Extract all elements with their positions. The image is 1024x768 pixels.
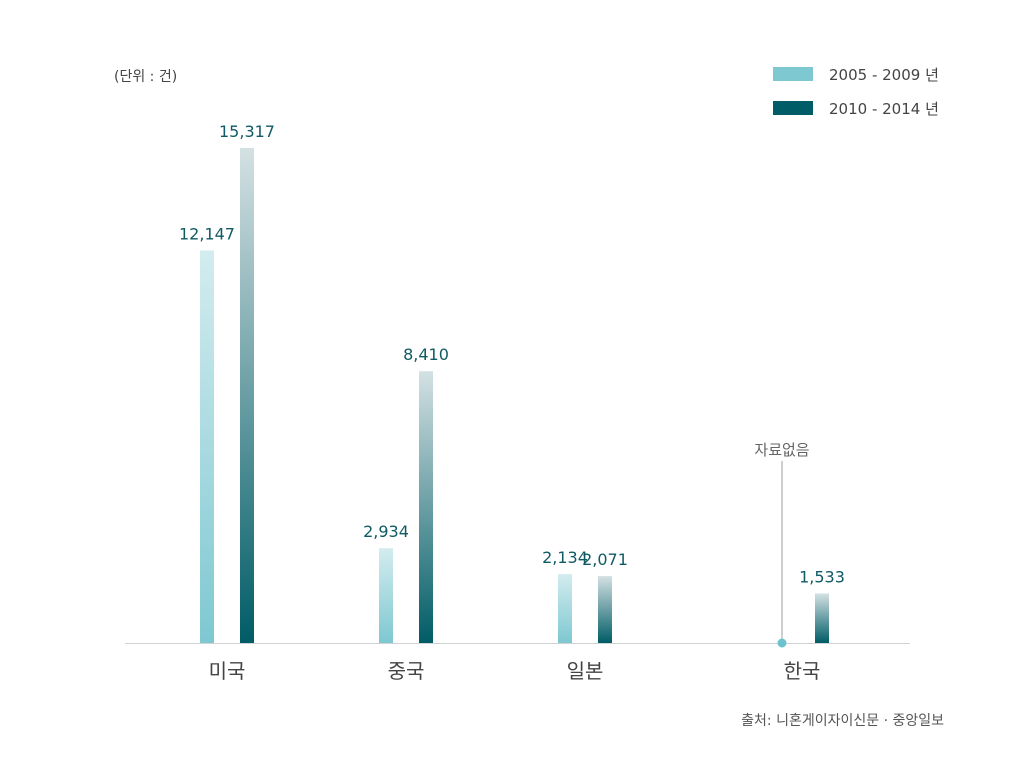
bar-series-2: [240, 148, 254, 643]
no-data-marker: [777, 638, 787, 648]
legend-swatch-series-1: [773, 67, 813, 81]
bar-series-1: [558, 574, 572, 643]
category-label: 미국: [209, 659, 246, 683]
category-label: 중국: [388, 659, 425, 683]
legend-label-series-2: 2010 - 2014 년: [829, 99, 939, 118]
value-label: 1,533: [799, 567, 845, 586]
legend-swatch-series-2: [773, 101, 813, 115]
value-label: 8,410: [403, 345, 449, 364]
bar-series-1: [200, 250, 214, 643]
source-label: 출처: 니혼게이자이신문 · 중앙일보: [741, 713, 944, 729]
value-label: 2,934: [363, 522, 409, 541]
annotation-label: 자료없음: [754, 441, 809, 459]
value-label: 12,147: [179, 224, 235, 243]
bar-series-1: [379, 548, 393, 643]
bar-series-2: [419, 371, 433, 643]
legend-item-series-1: 2005 - 2009 년: [773, 64, 939, 84]
bar-series-2: [815, 593, 829, 643]
value-label: 15,317: [219, 122, 275, 141]
unit-label: (단위 : 건): [114, 69, 178, 85]
legend-label-series-1: 2005 - 2009 년: [829, 65, 939, 84]
category-label: 한국: [784, 659, 821, 683]
legend-item-series-2: 2010 - 2014 년: [773, 98, 939, 118]
chart-legend: 2005 - 2009 년 2010 - 2014 년: [773, 64, 939, 132]
value-label: 2,134: [542, 548, 588, 567]
bar-series-2: [598, 576, 612, 643]
value-label: 2,071: [582, 550, 628, 569]
category-label: 일본: [567, 659, 604, 683]
